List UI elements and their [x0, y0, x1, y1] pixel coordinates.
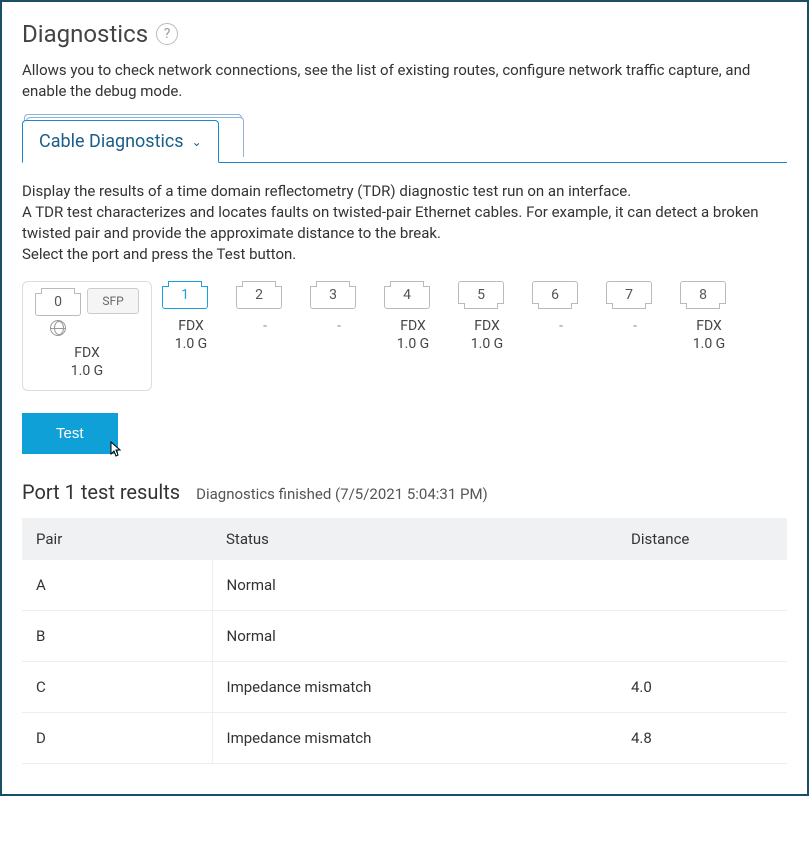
cell-distance: 4.8	[617, 713, 787, 764]
port-info: -	[236, 317, 294, 335]
port-info: FDX1.0 G	[162, 317, 220, 353]
cell-pair: A	[22, 560, 212, 611]
port-5[interactable]: 5 FDX1.0 G	[458, 281, 516, 353]
port-selector: 0 SFP FDX 1.0 G 1FDX1.0 G2-3-4FDX1.0 G5F…	[22, 281, 787, 391]
cell-status: Impedance mismatch	[212, 662, 617, 713]
cell-distance	[617, 611, 787, 662]
cell-pair: C	[22, 662, 212, 713]
cell-pair: D	[22, 713, 212, 764]
port-info: -	[310, 317, 368, 335]
col-header-status: Status	[212, 518, 617, 560]
port-shape[interactable]: 6	[532, 281, 578, 309]
table-row: DImpedance mismatch4.8	[22, 713, 787, 764]
description-text: Display the results of a time domain ref…	[22, 181, 787, 265]
port-number: 0	[54, 294, 62, 310]
port-info: FDX1.0 G	[458, 317, 516, 353]
cell-status: Impedance mismatch	[212, 713, 617, 764]
test-button[interactable]: Test	[22, 413, 118, 454]
results-title: Port 1 test results	[22, 480, 180, 504]
test-button-label: Test	[56, 425, 84, 442]
tab-cable-diagnostics[interactable]: Cable Diagnostics ⌄	[22, 120, 219, 163]
help-icon[interactable]: ?	[156, 23, 178, 45]
port-info: FDX1.0 G	[384, 317, 442, 353]
cell-status: Normal	[212, 611, 617, 662]
cell-pair: B	[22, 611, 212, 662]
port-0-group[interactable]: 0 SFP FDX 1.0 G	[22, 281, 152, 391]
port-2[interactable]: 2-	[236, 281, 294, 353]
table-row: BNormal	[22, 611, 787, 662]
cell-distance	[617, 560, 787, 611]
chevron-down-icon: ⌄	[192, 135, 202, 149]
port-shape[interactable]: 4	[384, 281, 430, 309]
col-header-pair: Pair	[22, 518, 212, 560]
globe-icon	[50, 320, 66, 336]
port-8[interactable]: 8 FDX1.0 G	[680, 281, 738, 353]
port-shape[interactable]: 2	[236, 281, 282, 309]
table-row: CImpedance mismatch4.0	[22, 662, 787, 713]
intro-text: Allows you to check network connections,…	[22, 60, 787, 102]
tab-underline	[219, 162, 787, 163]
cursor-icon	[108, 441, 124, 464]
cell-status: Normal	[212, 560, 617, 611]
col-header-distance: Distance	[617, 518, 787, 560]
port-3[interactable]: 3-	[310, 281, 368, 353]
port-shape[interactable]: 8	[680, 281, 726, 309]
sfp-slot[interactable]: SFP	[87, 288, 139, 314]
port-1[interactable]: 1 FDX1.0 G	[162, 281, 220, 353]
port-0-shape[interactable]: 0	[35, 288, 81, 316]
tab-label: Cable Diagnostics	[39, 131, 184, 152]
port-shape[interactable]: 5	[458, 281, 504, 309]
table-row: ANormal	[22, 560, 787, 611]
port-info: -	[532, 317, 590, 335]
port-info: -	[606, 317, 664, 335]
port-7[interactable]: 7-	[606, 281, 664, 353]
port-0-info: FDX 1.0 G	[31, 344, 143, 380]
port-shape[interactable]: 3	[310, 281, 356, 309]
cell-distance: 4.0	[617, 662, 787, 713]
port-6[interactable]: 6-	[532, 281, 590, 353]
port-info: FDX1.0 G	[680, 317, 738, 353]
port-shape[interactable]: 1	[162, 281, 208, 309]
port-shape[interactable]: 7	[606, 281, 652, 309]
results-status: Diagnostics finished (7/5/2021 5:04:31 P…	[196, 485, 488, 503]
port-4[interactable]: 4 FDX1.0 G	[384, 281, 442, 353]
results-table: Pair Status Distance ANormalBNormalCImpe…	[22, 518, 787, 764]
page-title: Diagnostics	[22, 20, 148, 48]
